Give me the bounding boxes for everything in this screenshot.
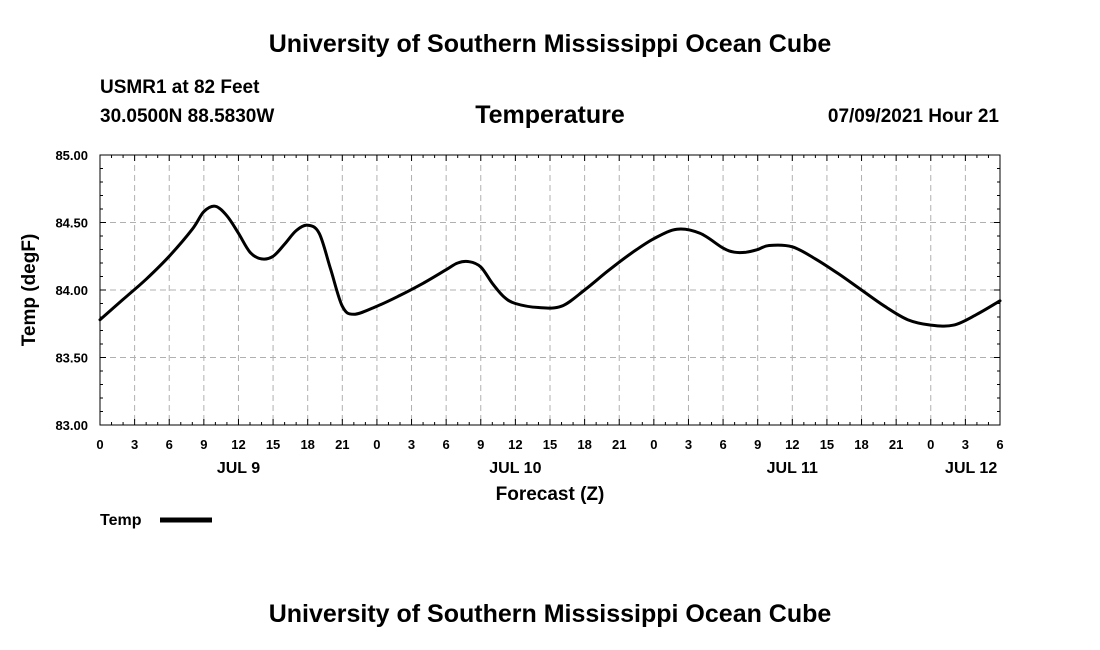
date-label: JUL 10 (489, 460, 541, 477)
x-tick-label: 15 (820, 437, 834, 452)
x-axis-title: Forecast (Z) (496, 484, 605, 505)
footer-title: University of Southern Mississippi Ocean… (268, 600, 832, 628)
date-label: 07/09/2021 Hour 21 (827, 106, 999, 127)
x-tick-label: 0 (96, 437, 103, 452)
x-tick-label: 3 (685, 437, 692, 452)
x-tick-label: 18 (854, 437, 868, 452)
x-tick-label: 21 (335, 437, 349, 452)
page-title: University of Southern Mississippi Ocean… (268, 30, 832, 58)
x-tick-label: 6 (166, 437, 173, 452)
y-tick-label: 84.00 (55, 283, 88, 298)
x-tick-label: 15 (543, 437, 557, 452)
x-tick-label: 21 (612, 437, 626, 452)
x-tick-label: 9 (200, 437, 207, 452)
y-axis-title: Temp (degF) (19, 234, 40, 347)
chart-title: Temperature (475, 101, 625, 129)
y-tick-label: 83.00 (55, 418, 88, 433)
x-tick-label: 18 (577, 437, 591, 452)
x-tick-label: 0 (650, 437, 657, 452)
x-tick-label: 3 (131, 437, 138, 452)
legend-label: Temp (100, 512, 142, 529)
y-tick-label: 85.00 (55, 148, 88, 163)
x-tick-label: 12 (508, 437, 522, 452)
x-tick-label: 6 (719, 437, 726, 452)
x-tick-label: 3 (408, 437, 415, 452)
grid (100, 155, 1000, 425)
x-tick-label: 12 (785, 437, 799, 452)
y-tick-label: 83.50 (55, 351, 88, 366)
temp-series-line (98, 204, 1002, 328)
x-tick-label: 6 (996, 437, 1003, 452)
x-tick-label: 9 (754, 437, 761, 452)
x-tick-label: 18 (300, 437, 314, 452)
x-tick-label: 0 (927, 437, 934, 452)
x-tick-label: 9 (477, 437, 484, 452)
x-tick-label: 15 (266, 437, 280, 452)
x-tick-label: 0 (373, 437, 380, 452)
y-tick-label: 84.50 (55, 216, 88, 231)
axis-labels: 0 3 6 9 12 15 18 21 0 3 6 9 12 15 18 21 0 3 6 9 12 15 18 21 0 3 6 8… (55, 148, 1003, 477)
date-label: JUL 9 (217, 460, 260, 477)
date-label: JUL 11 (767, 460, 818, 477)
x-tick-label: 21 (889, 437, 903, 452)
axis-ticks (99, 154, 1001, 426)
x-tick-label: 3 (962, 437, 969, 452)
x-tick-label: 6 (443, 437, 450, 452)
date-label: JUL 12 (945, 460, 997, 477)
x-tick-label: 12 (231, 437, 245, 452)
station-label: USMR1 at 82 Feet (100, 77, 260, 98)
coordinates-label: 30.0500N 88.5830W (100, 106, 275, 127)
